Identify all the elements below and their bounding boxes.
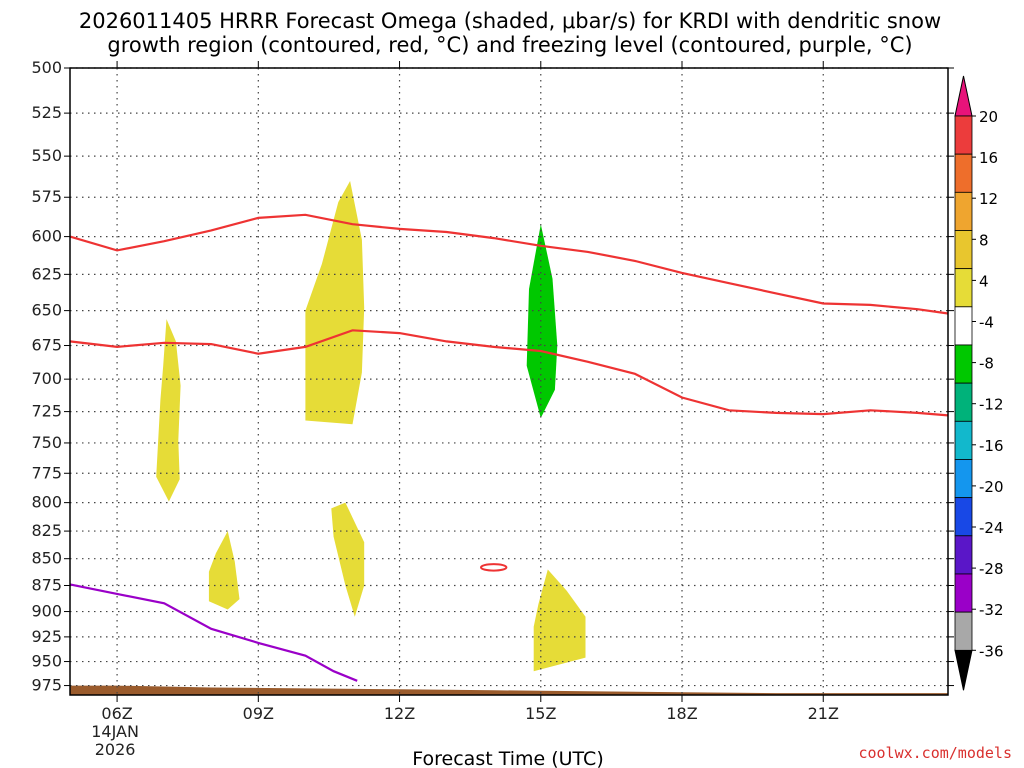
omega-region-3: [208, 531, 240, 610]
colorbar-label-5: 4: [979, 272, 989, 290]
y-tick-label-650: 650: [31, 301, 62, 320]
y-tick-label-975: 975: [31, 676, 62, 695]
plot-fills: [70, 181, 948, 695]
colorbar-segment-13: [954, 573, 973, 613]
colorbar-bottom-triangle: [954, 649, 973, 691]
y-tick-label-850: 850: [31, 549, 62, 568]
colorbar-top-triangle: [954, 75, 973, 117]
colorbar-label-11: -24: [979, 519, 1004, 537]
y-tick-label-950: 950: [31, 652, 62, 671]
x-tick-label-12Z: 12Z: [384, 704, 415, 723]
colorbar-segment-1: [954, 115, 973, 155]
colorbar-segment-14: [954, 611, 973, 651]
y-tick-label-625: 625: [31, 264, 62, 283]
omega-region-2: [305, 181, 365, 425]
x-tick-label-15Z: 15Z: [525, 704, 556, 723]
colorbar-segment-4: [954, 230, 973, 270]
x-tick-year: 2026: [95, 740, 136, 759]
x-axis-label: Forecast Time (UTC): [412, 748, 603, 768]
omega-region-1: [156, 319, 181, 502]
colorbar-label-10: -20: [979, 478, 1004, 496]
y-tick-label-825: 825: [31, 521, 62, 540]
plot-contours: [69, 213, 949, 682]
credit-link[interactable]: coolwx.com/models: [858, 744, 1012, 762]
y-tick-label-600: 600: [31, 227, 62, 246]
terrain-fill: [70, 685, 948, 695]
colorbar-segment-3: [954, 191, 973, 231]
y-tick-label-675: 675: [31, 336, 62, 355]
colorbar-label-6: -4: [979, 314, 994, 332]
colorbar-segment-8: [954, 382, 973, 422]
x-tick-label-21Z: 21Z: [808, 704, 839, 723]
y-tick-label-900: 900: [31, 602, 62, 621]
omega-region-4: [331, 502, 365, 617]
colorbar-label-8: -12: [979, 396, 1004, 414]
omega-region-6: [526, 224, 558, 418]
dgz-upper-contour: [69, 213, 949, 315]
y-tick-label-925: 925: [31, 627, 62, 646]
colorbar-segment-12: [954, 535, 973, 575]
colorbar-segment-7: [954, 344, 973, 384]
dgz-closed-contour: [479, 563, 508, 572]
freezing-level-contour: [69, 583, 358, 682]
colorbar-label-14: -36: [979, 642, 1004, 660]
colorbar-segment-5: [954, 268, 973, 308]
colorbar-label-9: -16: [979, 437, 1004, 455]
y-tick-label-525: 525: [31, 103, 62, 122]
plot-grid: [70, 67, 948, 695]
chart-title-line2: growth region (contoured, red, °C) and f…: [107, 33, 912, 57]
x-tick-label-09Z: 09Z: [243, 704, 274, 723]
x-tick-label-18Z: 18Z: [666, 704, 697, 723]
chart-title-line1: 2026011405 HRRR Forecast Omega (shaded, …: [79, 9, 941, 33]
axes: 500 525 550 575 600 625 650 675 700 725 750 775 800 8…: [31, 58, 954, 759]
x-tick-label-06Z: 06Z: [101, 704, 132, 723]
y-tick-label-750: 750: [31, 433, 62, 452]
y-tick-label-775: 775: [31, 463, 62, 482]
x-tick-date: 14JAN: [91, 722, 139, 741]
y-tick-label-875: 875: [31, 575, 62, 594]
y-tick-label-575: 575: [31, 187, 62, 206]
y-tick-label-725: 725: [31, 402, 62, 421]
colorbar-label-2: 16: [979, 149, 998, 167]
colorbar-label-1: 20: [979, 108, 998, 126]
colorbar-label-13: -32: [979, 601, 1004, 619]
colorbar-segment-6: [954, 306, 973, 346]
colorbar-segment-11: [954, 497, 973, 537]
colorbar: 20 16 12 8 4 -4 -8 -12 -16 -20 -24 -28 -32 -36: [954, 75, 1004, 691]
y-tick-label-550: 550: [31, 146, 62, 165]
omega-region-5: [533, 569, 586, 672]
dgz-lower-contour: [69, 329, 949, 417]
colorbar-label-12: -28: [979, 560, 1004, 578]
y-tick-label-500: 500: [31, 58, 62, 77]
colorbar-label-4: 8: [979, 231, 989, 249]
y-tick-label-700: 700: [31, 369, 62, 388]
plot-frame: [69, 67, 949, 696]
colorbar-segment-2: [954, 153, 973, 193]
colorbar-label-7: -8: [979, 355, 994, 373]
colorbar-label-3: 12: [979, 190, 998, 208]
colorbar-segment-10: [954, 459, 973, 499]
colorbar-segment-9: [954, 420, 973, 460]
y-tick-label-800: 800: [31, 493, 62, 512]
